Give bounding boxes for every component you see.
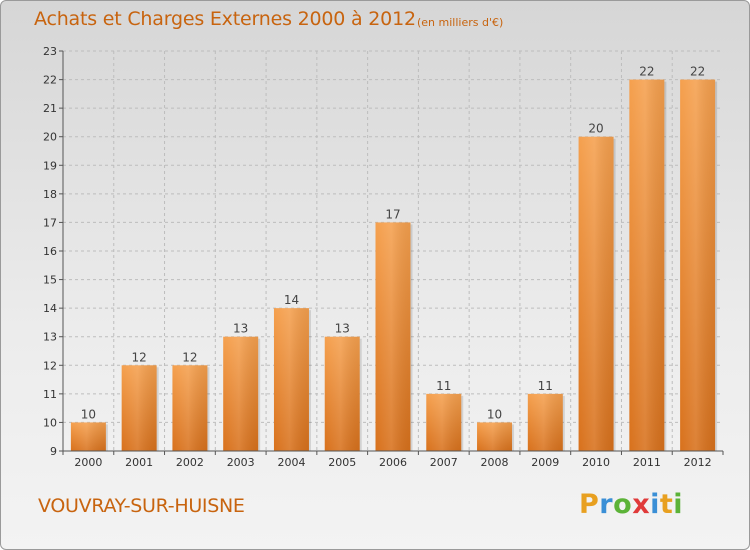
y-tick-label: 9 [50, 445, 57, 458]
place-name: VOUVRAY-SUR-HUISNE [38, 495, 245, 517]
x-tick-label: 2005 [328, 456, 356, 469]
bar-shine [426, 393, 462, 451]
chart-subtitle: (en milliers d'€) [417, 16, 504, 29]
logo-letter: r [599, 489, 614, 520]
bar-shine [629, 79, 665, 452]
y-tick-label: 17 [43, 216, 57, 229]
x-tick-label: 2008 [481, 456, 509, 469]
bar-shine [223, 336, 259, 451]
logo-letter: o [613, 489, 633, 520]
x-tick-label: 2006 [379, 456, 407, 469]
bar-shine [70, 422, 106, 451]
x-tick-label: 2011 [633, 456, 661, 469]
y-tick-label: 19 [43, 159, 57, 172]
y-tick-label: 11 [43, 388, 57, 401]
y-tick-label: 15 [43, 274, 57, 287]
bar-value-label: 13 [335, 322, 350, 336]
x-tick-label: 2002 [176, 456, 204, 469]
proxiti-logo: Proxiti [579, 489, 683, 520]
x-tick-label: 2012 [684, 456, 712, 469]
y-tick-label: 22 [43, 74, 57, 87]
bar-shine [527, 393, 563, 451]
y-tick-label: 14 [43, 302, 57, 315]
logo-letter: i [650, 489, 660, 520]
bar-value-label: 13 [233, 322, 248, 336]
y-tick-label: 23 [43, 45, 57, 58]
x-tick-label: 2007 [430, 456, 458, 469]
bar-value-label: 17 [385, 207, 400, 221]
logo-letter: i [673, 489, 684, 520]
bar-shine [578, 136, 614, 451]
bar-value-label: 10 [81, 407, 96, 421]
logo-letter: t [659, 489, 674, 520]
logo-letter: P [579, 489, 600, 520]
bar-value-label: 22 [690, 65, 705, 79]
bar-value-label: 22 [639, 65, 654, 79]
bar-shine [324, 336, 360, 451]
bar-value-label: 11 [436, 379, 451, 393]
x-tick-label: 2009 [531, 456, 559, 469]
logo-letter: x [632, 489, 651, 520]
bar-shine [273, 308, 309, 451]
bar-shine [172, 365, 208, 451]
bar-value-label: 10 [487, 407, 502, 421]
y-tick-label: 16 [43, 245, 57, 258]
chart-title: Achats et Charges Externes 2000 à 2012 [34, 8, 416, 30]
y-tick-label: 20 [43, 131, 57, 144]
bar-value-label: 11 [538, 379, 553, 393]
bar-shine [375, 222, 411, 451]
bar-value-label: 12 [132, 350, 147, 364]
y-tick-label: 13 [43, 331, 57, 344]
bar-shine [680, 79, 716, 452]
bar-value-label: 12 [182, 350, 197, 364]
x-tick-label: 2003 [227, 456, 255, 469]
y-tick-label: 10 [43, 416, 57, 429]
x-tick-label: 2010 [582, 456, 610, 469]
bar-value-label: 20 [588, 122, 603, 136]
bar-shine [121, 365, 157, 451]
bar-shine [477, 422, 513, 451]
x-tick-label: 2004 [277, 456, 305, 469]
y-tick-label: 21 [43, 102, 57, 115]
x-tick-label: 2001 [125, 456, 153, 469]
bar-value-label: 14 [284, 293, 299, 307]
y-tick-label: 12 [43, 359, 57, 372]
y-tick-label: 18 [43, 188, 57, 201]
x-tick-label: 2000 [74, 456, 102, 469]
